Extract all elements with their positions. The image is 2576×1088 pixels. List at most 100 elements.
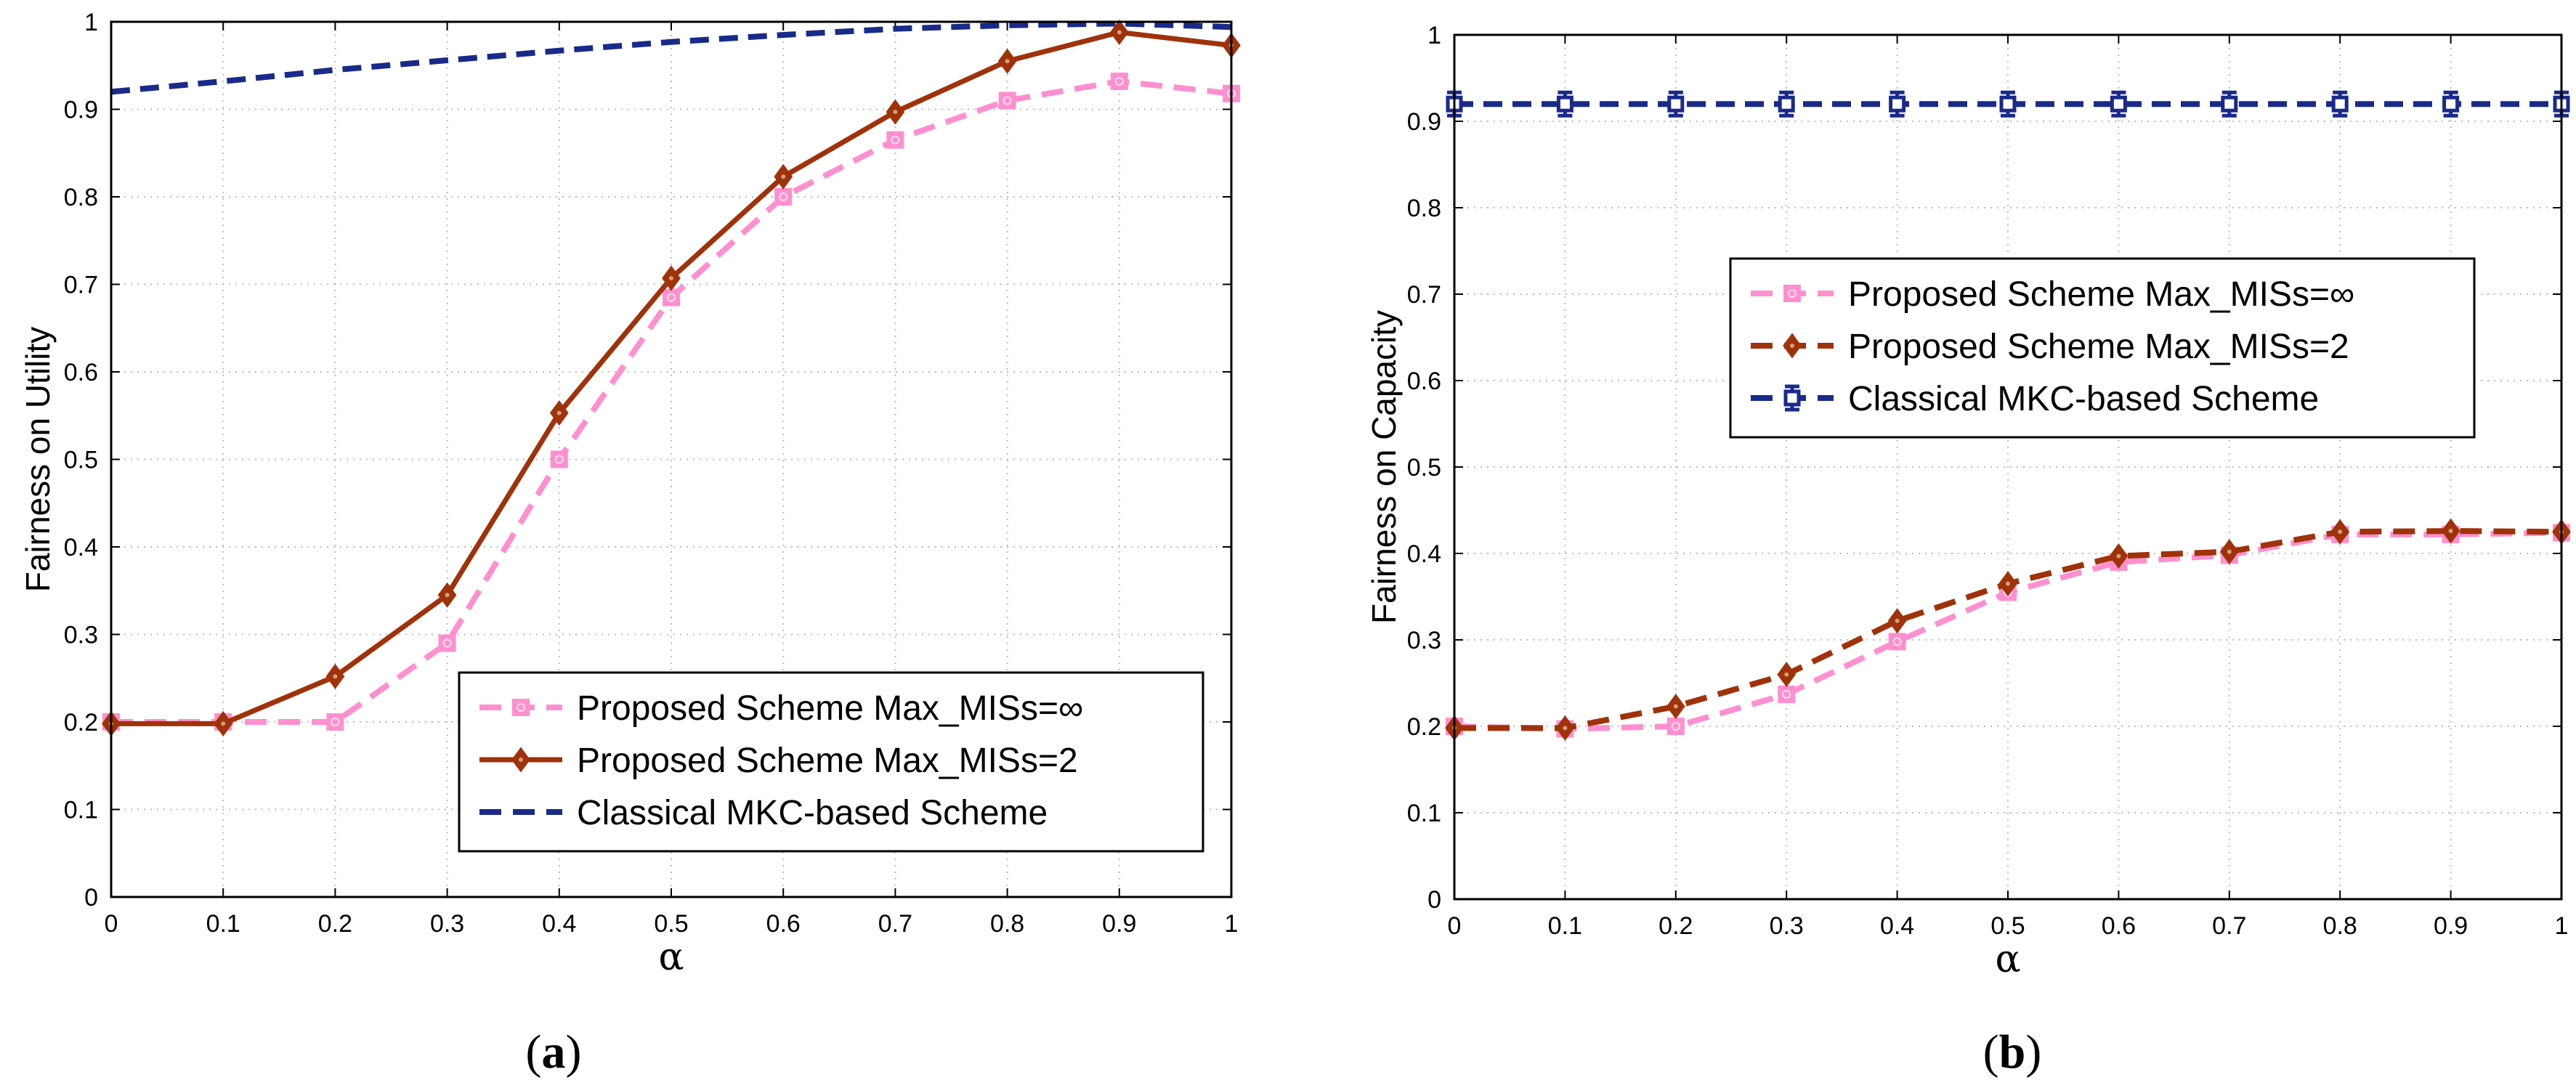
y-axis-label: Fairness on Utility — [19, 327, 57, 593]
series-line-2 — [110, 20, 1232, 95]
chart-panel-a: 0 0.1 0.2 0.3 0.4 0.5 0.6 0.7 0.8 0.9 1 0 0.1 0.2 0.3 0… — [19, 9, 1241, 979]
data-point-series-2 — [1667, 95, 1685, 113]
data-point-series-0-core — [1671, 722, 1680, 731]
data-point-series-0-core — [331, 718, 340, 726]
x-tick-label: 0.4 — [542, 910, 576, 938]
legend-marker-0-core — [1788, 289, 1797, 298]
data-point-series-0-core — [554, 455, 564, 464]
y-tick-label: 0 — [84, 884, 98, 912]
data-point-series-2 — [2442, 95, 2460, 113]
data-point-series-0 — [998, 92, 1016, 110]
legend-box — [458, 671, 1204, 853]
x-axis-label: α — [658, 935, 684, 979]
y-tick-label: 0.7 — [64, 272, 98, 299]
caption-b: (b) — [1983, 1026, 2042, 1079]
data-point-series-1-core — [1673, 704, 1678, 709]
x-tick-label: 0.2 — [1658, 912, 1693, 940]
data-point-series-0-core — [1892, 637, 1902, 646]
x-tick-label: 0 — [1448, 912, 1462, 940]
x-tick-label: 0.5 — [1990, 912, 2025, 940]
data-point-series-1-core — [445, 593, 450, 598]
data-point-series-1-core — [1005, 59, 1010, 64]
data-point-series-0 — [438, 634, 456, 652]
data-point-series-0-core — [779, 192, 788, 201]
x-axis-label: α — [1995, 938, 2020, 981]
x-tick-label: 0.5 — [654, 910, 688, 938]
plot-frame — [1453, 33, 2563, 901]
data-point-series-1-core — [556, 410, 562, 415]
data-point-series-2 — [2221, 95, 2238, 113]
plot-frame — [110, 20, 1233, 898]
data-point-series-1-core — [2116, 553, 2121, 559]
data-point-series-1-core — [1117, 30, 1122, 35]
x-tick-label: 0.7 — [2212, 912, 2246, 940]
legend-marker-0 — [1783, 285, 1801, 302]
data-point-series-1-core — [1784, 672, 1789, 677]
y-tick-label: 0.9 — [1407, 108, 1441, 136]
data-point-series-0-core — [1114, 76, 1124, 86]
y-tick-label: 0.5 — [1407, 454, 1441, 482]
data-point-series-0 — [1888, 633, 1906, 651]
data-point-series-2 — [1889, 95, 1906, 113]
legend-marker-0 — [512, 699, 530, 716]
x-tick-label: 0 — [105, 910, 118, 938]
y-tick-label: 0.2 — [1407, 713, 1441, 741]
data-point-series-1-core — [333, 674, 338, 679]
data-point-series-1-core — [2006, 581, 2010, 586]
x-tick-label: 0.9 — [2434, 912, 2468, 940]
data-point-series-2 — [1556, 95, 1573, 113]
y-tick-label: 0.3 — [64, 622, 98, 649]
data-point-series-0 — [1110, 72, 1128, 90]
data-point-series-1-core — [2448, 529, 2453, 534]
legend: Proposed Scheme Max_MISs=∞ Proposed Schem… — [458, 671, 1204, 853]
y-tick-label: 0.3 — [1407, 627, 1441, 654]
x-tick-label: 1 — [1225, 910, 1239, 938]
x-tick-label: 0.1 — [1548, 912, 1582, 940]
legend-label-2: Classical MKC-based Scheme — [1848, 380, 2319, 418]
x-tick-label: 0.9 — [1102, 910, 1136, 938]
x-tick-label: 1 — [2555, 912, 2569, 940]
data-point-series-0 — [774, 188, 793, 206]
y-tick-label: 0.5 — [64, 447, 98, 474]
y-tick-label: 0 — [1427, 886, 1441, 914]
y-axis-label: Fairness on Capacity — [1365, 310, 1403, 624]
data-point-series-0-core — [667, 293, 676, 302]
data-point-series-1-core — [781, 174, 786, 179]
data-point-series-2 — [1999, 95, 2017, 113]
data-point-series-1-core — [221, 721, 226, 726]
x-tick-label: 0.6 — [2102, 912, 2136, 940]
data-point-series-1-core — [669, 276, 673, 281]
data-point-series-0 — [886, 131, 904, 149]
legend: Proposed Scheme Max_MISs=∞ Proposed Schem… — [1729, 257, 2476, 439]
y-tick-label: 0.9 — [64, 97, 98, 124]
y-tick-label: 0.1 — [64, 797, 98, 824]
data-point-series-0 — [1778, 685, 1796, 703]
y-tick-label: 0.6 — [64, 359, 98, 386]
data-point-series-0 — [1666, 718, 1685, 735]
y-tick-label: 0.4 — [1407, 540, 1441, 568]
y-tick-label: 0.2 — [64, 709, 98, 736]
y-tick-label: 0.8 — [64, 184, 98, 211]
legend-label-0: Proposed Scheme Max_MISs=∞ — [1848, 275, 2354, 314]
y-tick-label: 1 — [1427, 22, 1441, 49]
data-point-series-0-core — [1003, 96, 1012, 105]
x-tick-label: 0.8 — [2323, 912, 2357, 940]
legend-label-1: Proposed Scheme Max_MISs=2 — [1848, 328, 2349, 366]
chart-panel-b: 0 0.1 0.2 0.3 0.4 0.5 0.6 0.7 0.8 0.9 1 0 0.1 0.2 0.3 0… — [1365, 22, 2571, 981]
y-tick-label: 0.7 — [1407, 281, 1441, 309]
data-point-series-1-core — [2338, 529, 2343, 535]
data-point-series-2 — [2331, 95, 2349, 113]
legend-label-0: Proposed Scheme Max_MISs=∞ — [577, 689, 1083, 728]
caption-a: (a) — [526, 1026, 582, 1079]
data-point-series-0 — [550, 450, 568, 468]
data-point-series-2 — [2110, 95, 2127, 113]
x-tick-label: 0.4 — [1880, 912, 1914, 940]
x-tick-label: 0.6 — [766, 910, 801, 938]
x-tick-label: 0.3 — [430, 910, 464, 938]
legend-label-1: Proposed Scheme Max_MISs=2 — [577, 742, 1078, 780]
legend-marker-0-core — [517, 703, 525, 712]
data-point-series-1-core — [2227, 549, 2232, 554]
data-point-series-0-core — [1782, 689, 1791, 699]
x-tick-label: 0.1 — [206, 910, 240, 938]
